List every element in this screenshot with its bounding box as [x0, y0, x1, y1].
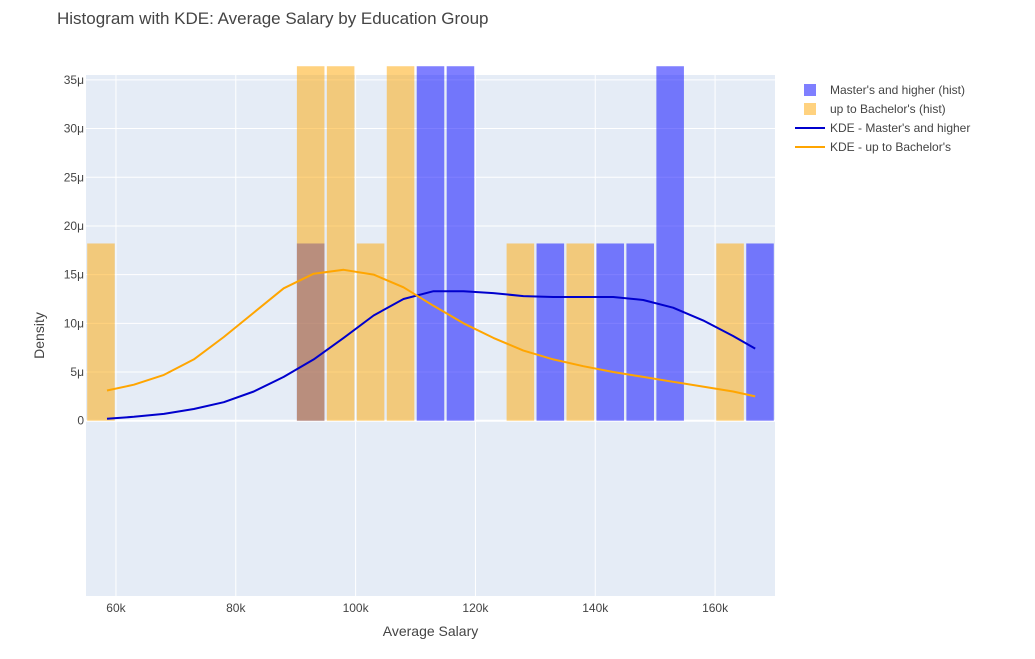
- legend-item[interactable]: up to Bachelor's (hist): [804, 102, 946, 116]
- x-tick-label: 80k: [226, 601, 246, 615]
- legend[interactable]: Master's and higher (hist) up to Bachelor…: [795, 83, 970, 154]
- x-tick-label: 100k: [343, 601, 370, 615]
- y-tick-label: 30μ: [64, 122, 84, 136]
- legend-item[interactable]: Master's and higher (hist): [804, 83, 965, 97]
- x-tick-label: 160k: [702, 601, 729, 615]
- y-tick-label: 10μ: [64, 316, 84, 330]
- histogram-bar: [656, 66, 684, 421]
- histogram-bar: [386, 66, 415, 421]
- legend-item[interactable]: KDE - up to Bachelor's: [795, 140, 951, 154]
- histogram-bar: [596, 243, 625, 421]
- chart-title: Histogram with KDE: Average Salary by Ed…: [57, 9, 489, 28]
- x-tick-label: 140k: [582, 601, 609, 615]
- axes: 0 5μ 10μ 15μ 20μ 25μ 30μ 35μ 60k 80k 100k 120k 140k 1…: [31, 73, 729, 639]
- legend-label: Master's and higher (hist): [830, 83, 965, 97]
- y-tick-label: 20μ: [64, 219, 84, 233]
- y-tick-label: 0: [77, 414, 84, 428]
- legend-label: up to Bachelor's (hist): [830, 102, 946, 116]
- kde-line: [106, 268, 756, 398]
- histogram-bar: [626, 243, 654, 421]
- histogram-bar: [446, 66, 475, 421]
- y-tick-label: 5μ: [70, 365, 84, 379]
- x-tick-label: 120k: [462, 601, 489, 615]
- legend-swatch: [804, 103, 816, 115]
- kde-lines: [106, 268, 756, 420]
- histogram-bar: [326, 66, 355, 421]
- histogram-bars: [87, 66, 774, 421]
- histogram-bar: [746, 243, 774, 421]
- legend-label: KDE - Master's and higher: [830, 121, 970, 135]
- legend-label: KDE - up to Bachelor's: [830, 140, 951, 154]
- y-tick-label: 15μ: [64, 268, 84, 282]
- y-tick-label: 25μ: [64, 170, 84, 184]
- y-axis-title: Density: [31, 312, 47, 359]
- legend-item[interactable]: KDE - Master's and higher: [795, 121, 970, 135]
- x-tick-label: 60k: [106, 601, 126, 615]
- histogram-bar: [87, 243, 115, 421]
- histogram-bar: [416, 66, 445, 421]
- y-tick-label: 35μ: [64, 73, 84, 87]
- legend-swatch: [804, 84, 816, 96]
- histogram-bar: [566, 243, 595, 421]
- histogram-bar: [506, 243, 535, 421]
- histogram-bar: [536, 243, 565, 421]
- x-axis-title: Average Salary: [383, 623, 478, 639]
- histogram-bar: [356, 243, 385, 421]
- histogram-bar: [716, 243, 744, 421]
- kde-line: [106, 290, 756, 420]
